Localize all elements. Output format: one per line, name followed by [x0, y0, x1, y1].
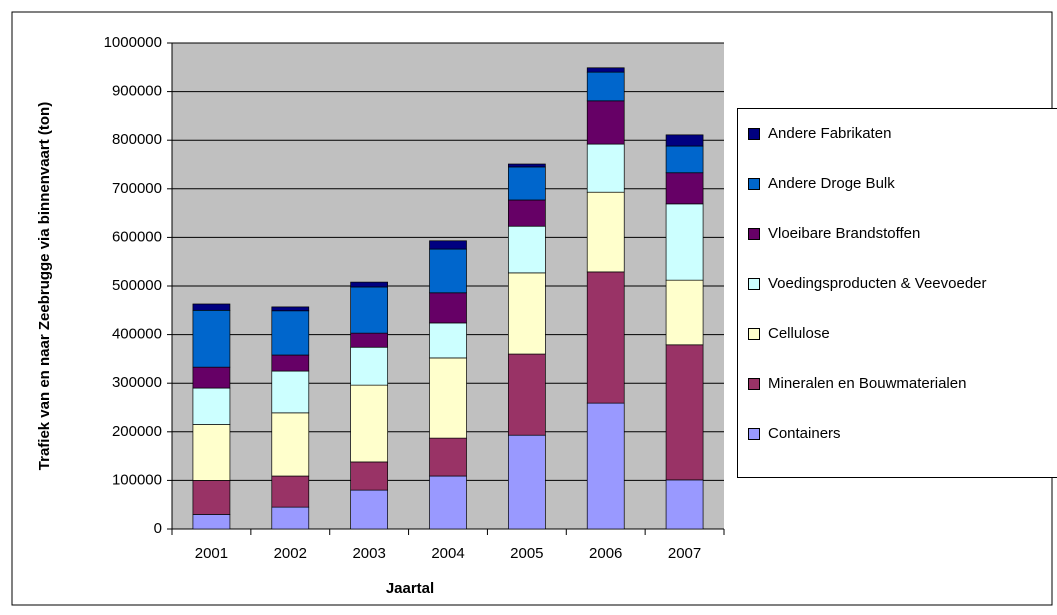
- legend-item: Cellulose: [748, 324, 1048, 343]
- x-tick-label: 2003: [352, 545, 385, 562]
- bar-segment: [665, 203, 704, 281]
- legend-swatch: [748, 228, 760, 240]
- legend-swatch: [748, 328, 760, 340]
- x-tick-label: 2006: [589, 545, 622, 562]
- legend: Andere Fabrikaten Andere Droge Bulk Vloeib…: [737, 108, 1057, 478]
- bar-segment: [271, 354, 310, 372]
- bar-segment: [508, 225, 546, 274]
- legend-label: Andere Fabrikaten: [768, 125, 892, 142]
- legend-label: Vloeibare Brandstoffen: [768, 225, 921, 242]
- bar-segment: [586, 402, 625, 530]
- y-tick-label: 500000: [112, 277, 162, 294]
- bar-segment: [586, 191, 625, 273]
- bar-segment: [508, 272, 546, 355]
- y-tick-label: 1000000: [104, 34, 162, 51]
- bar-segment: [508, 163, 546, 168]
- y-tick-label: 0: [154, 520, 162, 537]
- y-tick-label: 600000: [112, 228, 162, 245]
- bar-segment: [508, 199, 546, 227]
- legend-swatch: [748, 278, 760, 290]
- bar-segment: [271, 412, 310, 477]
- legend-label: Containers: [768, 425, 841, 442]
- bar-segment: [271, 475, 310, 508]
- bar-segment: [665, 344, 704, 481]
- bar-segment: [350, 346, 388, 386]
- bar-segment: [350, 281, 388, 288]
- bar-segment: [665, 279, 704, 346]
- legend-swatch: [748, 378, 760, 390]
- bar-segment: [586, 71, 625, 102]
- bar-segment: [350, 384, 388, 463]
- bar-segment: [192, 309, 231, 368]
- x-tick-label: 2007: [668, 545, 701, 562]
- y-tick-label: 100000: [112, 471, 162, 488]
- bar-segment: [508, 434, 546, 530]
- bar-segment: [429, 475, 467, 530]
- legend-item: Mineralen en Bouwmaterialen: [748, 374, 1048, 393]
- legend-label: Andere Droge Bulk: [768, 175, 895, 192]
- bar-segment: [192, 387, 231, 425]
- bar-segment: [508, 353, 546, 436]
- x-tick-label: 2001: [195, 545, 228, 562]
- legend-label: Voedingsproducten & Veevoeder: [768, 275, 987, 292]
- bar-segment: [665, 134, 704, 147]
- x-tick-label: 2005: [510, 545, 543, 562]
- bar-segment: [429, 248, 467, 294]
- x-tick-label: 2002: [274, 545, 307, 562]
- x-tick-label: 2004: [431, 545, 464, 562]
- legend-label: Mineralen en Bouwmaterialen: [768, 375, 967, 392]
- bar-segment: [350, 489, 388, 530]
- legend-label: Cellulose: [768, 325, 830, 342]
- bar-segment: [192, 514, 231, 530]
- bar-segment: [665, 479, 704, 530]
- bar-segment: [192, 303, 231, 311]
- bar-segment: [271, 506, 310, 530]
- bar-segment: [586, 100, 625, 145]
- bar-segment: [508, 166, 546, 201]
- bar-segment: [429, 437, 467, 477]
- bar-segment: [665, 145, 704, 174]
- bar-segment: [271, 310, 310, 356]
- legend-swatch: [748, 428, 760, 440]
- y-tick-label: 900000: [112, 83, 162, 100]
- legend-item: Andere Fabrikaten: [748, 124, 1048, 143]
- bar-segment: [429, 240, 467, 250]
- y-tick-label: 800000: [112, 131, 162, 148]
- y-tick-label: 400000: [112, 326, 162, 343]
- legend-swatch: [748, 178, 760, 190]
- bar-segment: [586, 67, 625, 73]
- legend-swatch: [748, 128, 760, 140]
- y-tick-label: 200000: [112, 423, 162, 440]
- bar-segment: [271, 370, 310, 414]
- legend-item: Voedingsproducten & Veevoeder: [748, 274, 1048, 293]
- bar-segment: [192, 480, 231, 515]
- bar-segment: [350, 286, 388, 334]
- bar-segment: [271, 306, 310, 312]
- legend-item: Vloeibare Brandstoffen: [748, 224, 1048, 243]
- x-axis-title: Jaartal: [386, 580, 434, 597]
- legend-item: Containers: [748, 424, 1048, 443]
- y-tick-label: 700000: [112, 180, 162, 197]
- bar-segment: [429, 357, 467, 439]
- legend-item: Andere Droge Bulk: [748, 174, 1048, 193]
- y-axis-title: Trafiek van en naar Zeebrugge via binnen…: [36, 102, 53, 470]
- bar-segment: [665, 172, 704, 205]
- bar-segment: [350, 461, 388, 491]
- bar-segment: [429, 292, 467, 324]
- bar-segment: [586, 271, 625, 404]
- bar-segment: [350, 332, 388, 348]
- bar-segment: [192, 366, 231, 389]
- bar-segment: [586, 143, 625, 193]
- bar-segment: [429, 322, 467, 359]
- y-tick-label: 300000: [112, 374, 162, 391]
- bar-segment: [192, 424, 231, 481]
